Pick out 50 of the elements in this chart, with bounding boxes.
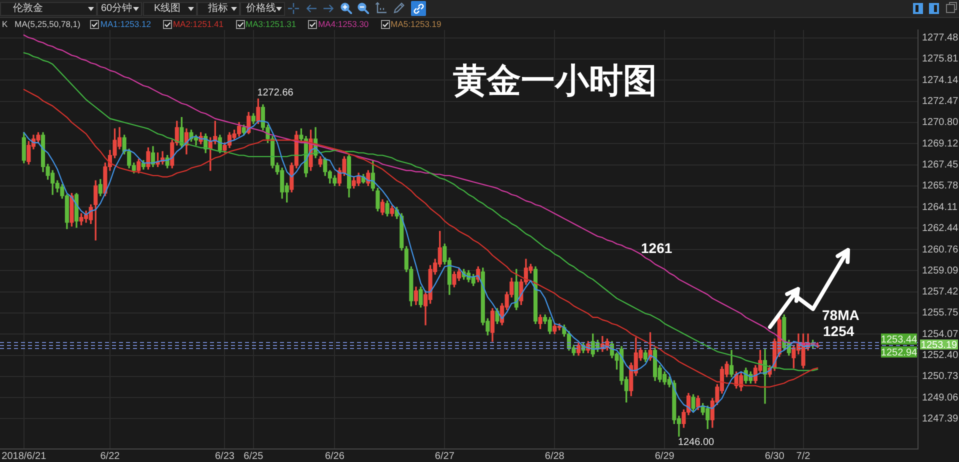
x-tick-label: 6/22 (100, 450, 120, 462)
dropdown-field: K线图 (143, 2, 197, 16)
y-tick-label: 1274.14 (922, 74, 959, 86)
y-tick-label: 1264.11 (922, 202, 958, 213)
y-tick-label: 1254.07 (922, 328, 959, 340)
ref-line-label: 1253.44 (880, 334, 918, 346)
dropdown-field: 伦敦金 (0, 2, 97, 16)
y-tick-label: 1277.48 (922, 32, 959, 44)
x-tick-label: 6/23 (214, 450, 235, 462)
y-tick-label: 1259.09 (922, 265, 959, 276)
y-tick-label: 1269.12 (922, 138, 959, 150)
x-tick-label: 6/27 (434, 450, 455, 462)
text: MA3:1251.31 (246, 18, 296, 30)
x-tick-label: 7/2 (796, 450, 811, 462)
y-tick-label: 1275.81 (922, 54, 959, 65)
text: MA1:1253.12 (100, 18, 151, 30)
y-tick-label: 1262.44 (922, 222, 959, 234)
text: K (2, 18, 8, 30)
dropdown-field: 价格线 (240, 2, 285, 16)
ref-line-label: 1252.94 (880, 347, 918, 358)
y-tick-label: 1249.06 (922, 392, 959, 404)
x-tick-label: 6/28 (544, 450, 565, 462)
y-tick-label: 1255.75 (922, 308, 959, 319)
text: 黄金一小时图 (453, 60, 657, 101)
y-tick-label: 1272.47 (922, 96, 959, 108)
dropdown-field: 指标 (197, 2, 240, 16)
y-tick-label: 1260.76 (922, 244, 959, 256)
y-tick-label: 1247.39 (922, 413, 959, 424)
x-tick-label: 6/26 (324, 450, 345, 462)
text: MA(5,25,50,78,1) (14, 18, 80, 30)
y-tick-label: 1250.73 (922, 371, 959, 382)
y-tick-label: 1257.42 (922, 286, 959, 298)
annotation: 1261 (641, 240, 672, 256)
text: MA2:1251.41 (172, 18, 224, 30)
text: MA4:1253.30 (318, 18, 369, 30)
ref-line-label: 1253.19 (920, 340, 958, 351)
annotation: 1246.00 (678, 437, 715, 448)
x-tick-label: 6/29 (654, 450, 675, 462)
y-tick-label: 1265.78 (922, 180, 959, 192)
y-tick-label: 1267.45 (922, 160, 959, 171)
text: MA5:1253.19 (390, 18, 442, 30)
x-tick-label: 6/30 (764, 450, 785, 462)
annotation: 1272.66 (257, 88, 294, 99)
x-tick-label: 6/25 (244, 450, 264, 462)
text: 78MA (822, 306, 860, 323)
dropdown-field: 60分钟 (97, 2, 142, 16)
y-tick-label: 1270.80 (922, 117, 959, 128)
x-tick-label: 2018/6/21 (2, 450, 47, 462)
y-tick-label: 1252.40 (922, 350, 959, 362)
text: 1254 (823, 322, 854, 339)
